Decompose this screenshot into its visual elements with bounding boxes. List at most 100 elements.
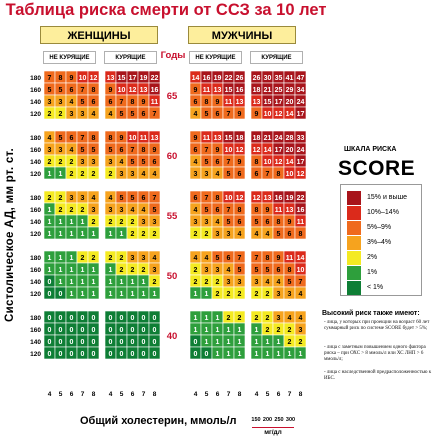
risk-value-label: 8 [238, 207, 242, 214]
risk-value-label: 1 [255, 351, 259, 358]
risk-value-label: 3 [153, 219, 157, 226]
mgdl-tick-label: 250 [274, 417, 284, 423]
risk-value-label: 8 [205, 99, 209, 106]
risk-value-label: 1 [81, 279, 85, 286]
risk-value-label: 1 [266, 351, 270, 358]
risk-value-label: 26 [253, 75, 261, 82]
risk-value-label: 3 [48, 147, 52, 154]
risk-value-label: 5 [92, 147, 96, 154]
risk-value-label: 3 [216, 267, 220, 274]
risk-value-label: 4 [92, 111, 96, 118]
risk-value-label: 10 [297, 267, 305, 274]
risk-value-label: 1 [109, 291, 113, 298]
risk-cell [294, 286, 307, 300]
risk-value-label: 1 [216, 351, 220, 358]
risk-value-label: 1 [59, 171, 63, 178]
risk-value-label: 9 [142, 99, 146, 106]
y-tick-label: 160 [30, 327, 41, 334]
risk-value-label: 13 [214, 87, 222, 94]
risk-value-label: 6 [255, 171, 259, 178]
risk-value-label: 8 [59, 75, 63, 82]
risk-value-label: 9 [194, 87, 198, 94]
risk-value-label: 13 [286, 207, 294, 214]
risk-value-label: 2 [288, 327, 292, 334]
risk-value-label: 12 [297, 171, 305, 178]
risk-value-label: 2 [194, 279, 198, 286]
risk-value-label: 8 [299, 231, 303, 238]
risk-value-label: 3 [255, 279, 259, 286]
x-tick-label: 8 [92, 391, 96, 398]
legend-swatch [347, 206, 361, 220]
risk-value-label: 1 [205, 339, 209, 346]
risk-value-label: 10 [129, 135, 137, 142]
risk-value-label: 1 [81, 219, 85, 226]
risk-value-label: 5 [142, 159, 146, 166]
risk-value-label: 9 [109, 87, 113, 94]
risk-value-label: 2 [194, 267, 198, 274]
risk-value-label: 6 [120, 147, 124, 154]
risk-value-label: 8 [92, 87, 96, 94]
risk-value-label: 22 [297, 195, 305, 202]
risk-value-label: 0 [153, 351, 157, 358]
risk-value-label: 5 [48, 87, 52, 94]
risk-value-label: 0 [131, 327, 135, 334]
risk-value-label: 2 [266, 327, 270, 334]
risk-cell [87, 226, 100, 240]
risk-value-label: 9 [120, 135, 124, 142]
risk-value-label: 0 [120, 339, 124, 346]
risk-value-label: 11 [203, 135, 211, 142]
risk-cell [233, 106, 246, 120]
risk-value-label: 33 [297, 135, 305, 142]
risk-value-label: 9 [288, 219, 292, 226]
risk-value-label: 8 [131, 99, 135, 106]
risk-value-label: 0 [109, 339, 113, 346]
risk-value-label: 2 [227, 291, 231, 298]
risk-value-label: 3 [238, 279, 242, 286]
risk-value-label: 6 [153, 159, 157, 166]
risk-value-label: 20 [286, 99, 294, 106]
risk-value-label: 2 [92, 219, 96, 226]
legend-swatch [347, 191, 361, 205]
risk-value-label: 1 [70, 291, 74, 298]
risk-cell [87, 346, 100, 360]
chart-title: Таблица риска смерти от ССЗ за 10 лет [5, 1, 327, 19]
risk-value-label: 9 [238, 159, 242, 166]
risk-value-label: 5 [255, 219, 259, 226]
risk-cell [233, 346, 246, 360]
risk-value-label: 22 [151, 75, 159, 82]
risk-cell [148, 226, 161, 240]
note-item: - лица, у которых при проекции на возрас… [324, 320, 430, 331]
risk-value-label: 0 [59, 351, 63, 358]
risk-value-label: 2 [70, 171, 74, 178]
risk-value-label: 1 [109, 267, 113, 274]
risk-value-label: 22 [225, 75, 233, 82]
risk-value-label: 24 [275, 135, 283, 142]
risk-value-label: 5 [81, 147, 85, 154]
y-tick-label: 180 [30, 315, 41, 322]
risk-value-label: 3 [92, 207, 96, 214]
risk-value-label: 4 [153, 171, 157, 178]
risk-value-label: 15 [264, 99, 272, 106]
risk-value-label: 0 [81, 327, 85, 334]
risk-value-label: 0 [48, 339, 52, 346]
risk-value-label: 10 [286, 171, 294, 178]
risk-value-label: 6 [238, 171, 242, 178]
risk-value-label: 8 [109, 135, 113, 142]
risk-value-label: 14 [264, 147, 272, 154]
risk-value-label: 1 [142, 279, 146, 286]
risk-value-label: 12 [275, 159, 283, 166]
risk-value-label: 21 [264, 135, 272, 142]
risk-value-label: 7 [131, 147, 135, 154]
risk-value-label: 0 [194, 351, 198, 358]
risk-value-label: 0 [92, 327, 96, 334]
risk-value-label: 5 [288, 279, 292, 286]
risk-value-label: 0 [142, 327, 146, 334]
risk-value-label: 11 [140, 135, 148, 142]
men-smoking-label: КУРЯЩИЕ [250, 51, 303, 64]
risk-value-label: 3 [92, 159, 96, 166]
risk-value-label: 12 [236, 195, 244, 202]
risk-value-label: 14 [192, 75, 200, 82]
risk-value-label: 0 [70, 351, 74, 358]
legend-label: 15% и выше [367, 194, 408, 201]
